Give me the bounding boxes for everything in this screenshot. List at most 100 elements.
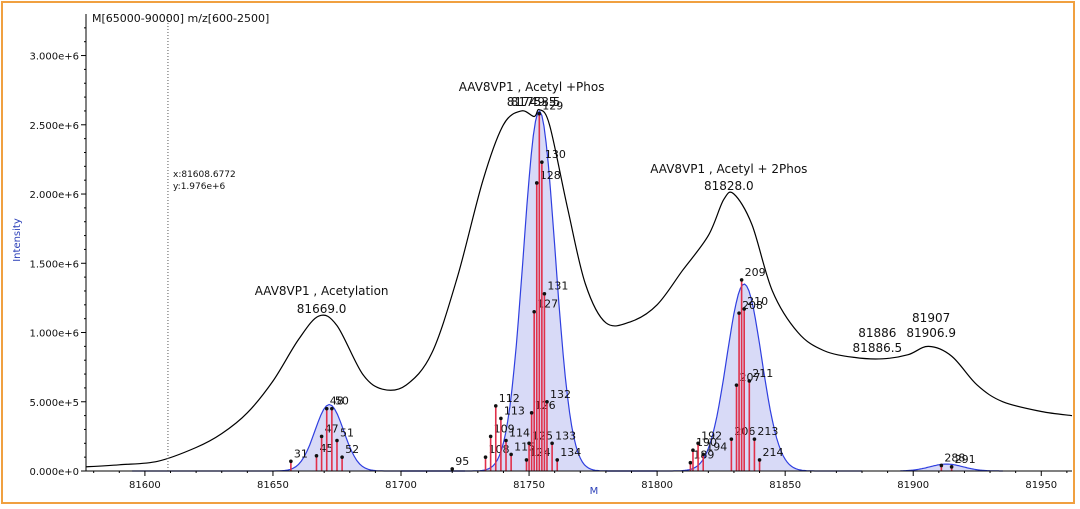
stick-label-114: 114 [509, 427, 530, 440]
fit-curve [132, 403, 465, 472]
stick-label-52: 52 [345, 443, 359, 456]
stick-marker-134 [555, 458, 560, 462]
stick-label-190: 190 [696, 436, 717, 449]
stick-marker-129 [537, 111, 542, 116]
spectrum-trace [85, 108, 1073, 468]
stick-marker-31 [289, 459, 293, 464]
x-tick-label: 81750 [513, 480, 545, 491]
stick-marker-47 [319, 434, 324, 439]
stick-marker-124 [524, 458, 529, 462]
stick-marker-51 [335, 438, 339, 443]
axes: 81600 81650 81700 81750 81800 81850 81900 81950… [29, 14, 1072, 491]
stick-label-210: 210 [747, 295, 768, 308]
stick-marker-132 [545, 399, 549, 404]
stick-label-50: 50 [335, 395, 349, 408]
stick-label-108: 108 [489, 443, 510, 456]
stick-marker-50 [330, 406, 334, 411]
stick-marker-131 [542, 291, 547, 296]
y-tick-label: 1.500e+6 [29, 259, 79, 270]
stick-marker-211 [747, 379, 752, 383]
stick-marker-192 [696, 441, 700, 446]
x-tick-label: 81650 [257, 480, 289, 491]
stick-marker-127 [532, 309, 536, 314]
annotation-name: 81886 [858, 326, 896, 340]
fit-area [605, 284, 862, 471]
stick-label-211: 211 [752, 367, 773, 380]
stick-label-109: 109 [494, 422, 515, 435]
stick-marker-194 [701, 452, 706, 457]
stick-label-133: 133 [555, 429, 576, 442]
chart-header: M[65000-90000] m/z[600-2500] [92, 12, 269, 25]
stick-label-192: 192 [701, 429, 722, 442]
y-tick-label: 0.000e+0 [29, 467, 79, 478]
x-tick-label: 81600 [129, 480, 161, 491]
x-tick-label: 81700 [385, 480, 417, 491]
x-tick-label: 81900 [897, 480, 929, 491]
stick-marker-95 [450, 467, 455, 471]
annotation-mass: 81749.5 [507, 95, 557, 109]
stick-label-95: 95 [455, 455, 469, 468]
stick-label-128: 128 [540, 169, 561, 182]
stick-label-31: 31 [294, 447, 308, 460]
stick-label-132: 132 [550, 388, 571, 401]
stick-marker-207 [734, 383, 739, 387]
stick-marker-128 [534, 181, 539, 185]
annotation-mass: 81669.0 [297, 302, 347, 316]
annotation-name: AAV8VP1 , Acetylation [255, 284, 389, 298]
stick-peaks: 3145474850515295108109112113114115124125… [289, 100, 976, 471]
stick-marker-190 [691, 448, 695, 453]
stick-marker-214 [757, 458, 762, 462]
stick-marker-48 [324, 406, 329, 411]
stick-marker-208 [737, 311, 741, 315]
stick-marker-109 [488, 434, 493, 439]
stick-marker-189 [688, 460, 693, 465]
stick-label-194: 194 [706, 440, 727, 453]
stick-marker-113 [499, 416, 503, 421]
cursor-x-readout: x:81608.6772 [173, 170, 236, 180]
stick-marker-108 [483, 455, 488, 459]
stick-marker-206 [729, 437, 734, 441]
annotations: AAV8VP1 , Acetylation 81669.0 AAV8VP1 , Ac… [255, 80, 956, 355]
annotation-mass: 81906.9 [906, 326, 956, 340]
x-tick-label: 81950 [1025, 480, 1057, 491]
fit-area [132, 404, 465, 471]
stick-marker-130 [540, 160, 544, 164]
annotation-mass: 81886.5 [853, 341, 903, 355]
y-axis-label: Intensity [12, 218, 23, 262]
stick-marker-45 [314, 453, 319, 458]
stick-label-134: 134 [560, 446, 581, 459]
stick-label-208: 208 [742, 299, 763, 312]
stick-marker-114 [504, 438, 508, 443]
stick-label-214: 214 [763, 446, 784, 459]
x-tick-label: 81800 [641, 480, 673, 491]
stick-label-130: 130 [545, 148, 566, 161]
annotation-name: AAV8VP1 , Acetyl +Phos [459, 80, 605, 94]
stick-marker-133 [550, 441, 554, 446]
stick-label-213: 213 [757, 425, 778, 438]
stick-label-209: 209 [745, 266, 766, 279]
stick-marker-288 [939, 463, 944, 468]
y-tick-label: 3.000e+6 [29, 52, 79, 63]
fit-area [401, 111, 658, 471]
stick-marker-115 [509, 452, 513, 457]
y-tick-label: 2.000e+6 [29, 190, 79, 201]
stick-marker-210 [742, 307, 746, 311]
stick-label-291: 291 [955, 453, 976, 466]
stick-marker-126 [529, 411, 534, 415]
cursor-y-readout: y:1.976e+6 [173, 182, 226, 192]
stick-label-113: 113 [504, 404, 525, 417]
stick-label-127: 127 [537, 298, 558, 311]
stick-marker-291 [949, 465, 954, 469]
stick-label-51: 51 [340, 427, 354, 440]
stick-label-129: 129 [542, 100, 563, 113]
stick-marker-112 [493, 404, 498, 408]
stick-marker-52 [340, 455, 344, 459]
y-tick-label: 2.500e+6 [29, 121, 79, 132]
stick-marker-213 [752, 437, 757, 441]
stick-label-131: 131 [547, 280, 568, 293]
x-tick-label: 81850 [769, 480, 801, 491]
spectrum-line [85, 108, 1073, 468]
stick-marker-209 [739, 278, 744, 282]
stick-marker-125 [527, 441, 531, 446]
